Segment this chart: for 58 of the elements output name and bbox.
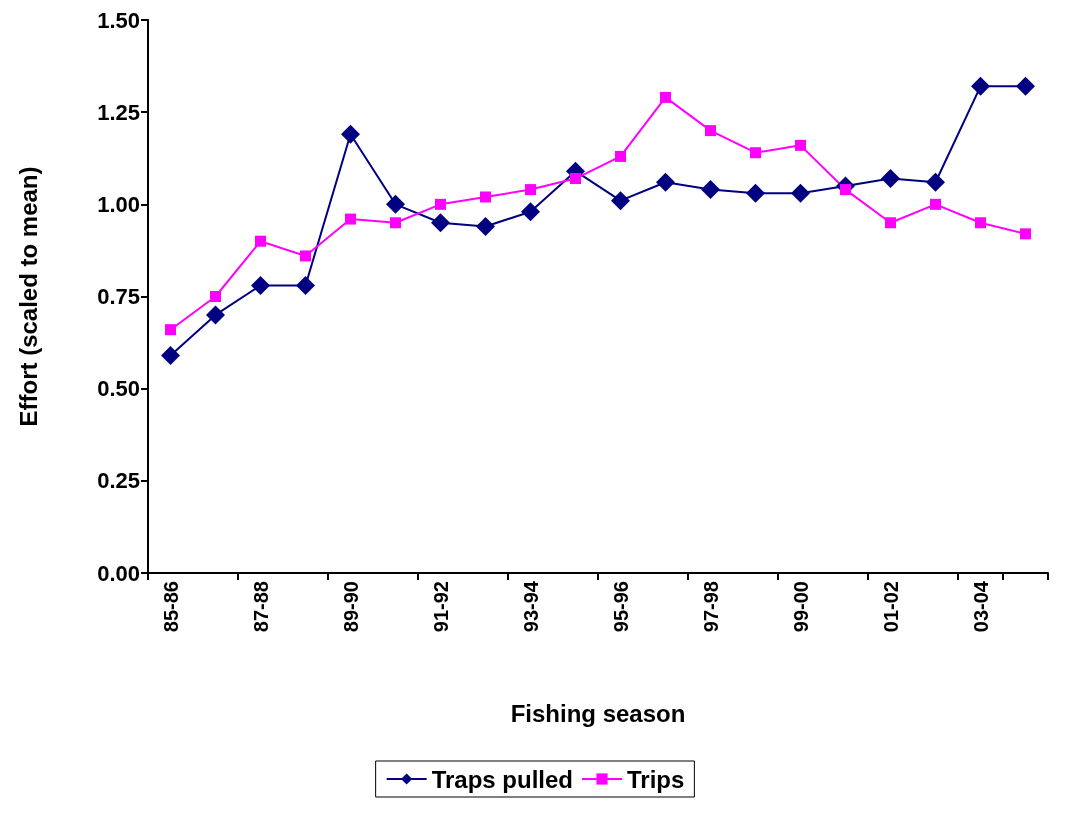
point: [525, 184, 536, 196]
y-tick-label: 0.25: [97, 468, 140, 494]
point: [341, 124, 360, 144]
point: [1016, 76, 1035, 96]
point: [930, 198, 941, 210]
point: [975, 217, 986, 229]
point: [795, 139, 806, 151]
x-tick-label: 91-92: [429, 581, 452, 633]
point: [611, 191, 630, 211]
point: [206, 305, 225, 325]
point: [345, 213, 356, 225]
y-tick-label: 1.50: [97, 7, 140, 33]
point: [750, 147, 761, 159]
point: [300, 250, 311, 262]
point: [386, 194, 405, 214]
point: [251, 275, 270, 295]
x-tick-label: 03-04: [969, 580, 992, 633]
point: [926, 172, 945, 192]
point: [161, 345, 180, 365]
x-tick-label: 89-90: [339, 581, 362, 633]
point: [390, 217, 401, 229]
point: [476, 216, 495, 236]
point: [435, 198, 446, 210]
point: [255, 235, 266, 247]
y-tick-label: 0.75: [97, 284, 140, 309]
point: [296, 275, 315, 295]
point: [165, 324, 176, 336]
y-tick-label: 1.25: [97, 99, 140, 125]
point: [701, 180, 720, 200]
x-tick-label: 85-86: [159, 581, 182, 633]
point: [1020, 228, 1031, 240]
point: [480, 191, 491, 203]
point: [791, 183, 810, 203]
x-tick-label: 87-88: [249, 581, 272, 633]
point: [210, 291, 221, 302]
point: [431, 213, 450, 233]
x-tick-label: 93-94: [519, 580, 542, 633]
point: [746, 183, 765, 203]
x-tick-label: 95-96: [609, 581, 632, 633]
point: [971, 76, 990, 96]
legend-label: Traps pulled: [431, 765, 574, 793]
y-axis-title: Effort (scaled to mean): [14, 166, 42, 427]
y-tick-label: 0.00: [97, 560, 140, 586]
y-tick-label: 0.50: [97, 376, 140, 402]
x-axis-title: Fishing season: [510, 699, 686, 727]
point: [615, 150, 626, 162]
point: [570, 173, 581, 185]
point: [881, 169, 900, 189]
point: [705, 125, 716, 137]
x-tick-label: 99-00: [789, 581, 812, 633]
point: [885, 217, 896, 229]
point: [656, 172, 675, 192]
point: [521, 202, 540, 222]
x-tick-label: 97-98: [699, 581, 722, 633]
y-tick-label: 1.00: [97, 191, 140, 217]
point: [660, 91, 671, 103]
x-tick-label: 01-02: [879, 581, 902, 633]
legend-label: Trips: [627, 765, 685, 793]
